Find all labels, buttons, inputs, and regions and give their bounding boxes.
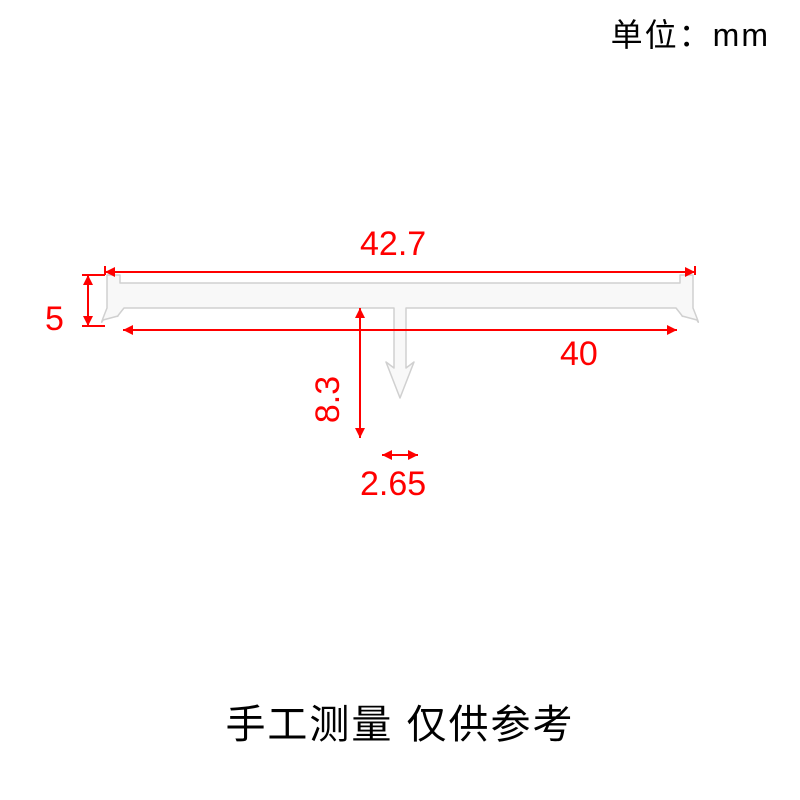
dim-height-left: 5: [45, 300, 64, 339]
footer-note: 手工测量 仅供参考: [0, 692, 800, 750]
part-shape: [102, 275, 699, 398]
dim-width-inner: 40: [560, 335, 598, 374]
dim-width-tab: 2.65: [360, 465, 426, 504]
dim-height-center: 8.3: [309, 376, 348, 423]
technical-diagram: [0, 0, 800, 800]
dim-width-top: 42.7: [360, 225, 426, 264]
